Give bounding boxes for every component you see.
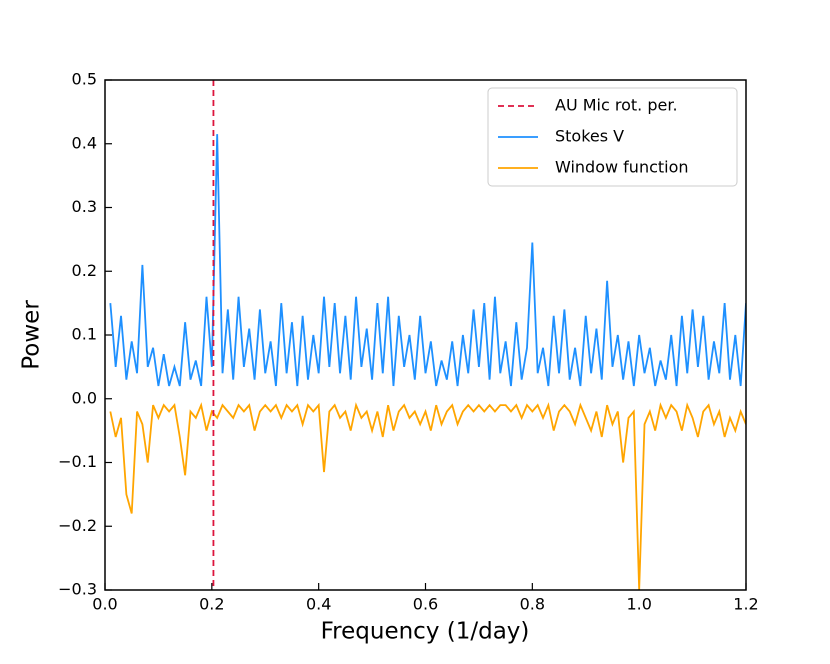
- legend-box: [487, 87, 738, 187]
- x-tick-label: 0.0: [92, 595, 117, 614]
- x-tick-label: 0.2: [199, 595, 224, 614]
- series-line: [109, 134, 746, 387]
- x-tick-label: 0.4: [306, 595, 331, 614]
- legend-label: Window function: [555, 158, 689, 177]
- legend-label: AU Mic rot. per.: [555, 96, 678, 115]
- series-line: [109, 402, 746, 590]
- y-tick-label: −0.2: [58, 516, 97, 535]
- legend-label: Stokes V: [555, 127, 624, 146]
- y-tick-label: −0.3: [58, 580, 97, 599]
- y-tick-label: 0.2: [72, 261, 97, 280]
- y-tick-label: −0.1: [58, 452, 97, 471]
- x-tick-label: 1.0: [626, 595, 651, 614]
- y-tick-label: 0.4: [72, 133, 97, 152]
- y-tick-label: 0.1: [72, 325, 97, 344]
- x-axis-label: Frequency (1/day): [321, 619, 530, 645]
- x-tick-label: 0.8: [520, 595, 545, 614]
- y-tick-label: 0.3: [72, 197, 97, 216]
- y-tick-label: 0.5: [72, 70, 97, 89]
- x-tick-label: 0.6: [413, 595, 438, 614]
- y-axis-label: Power: [19, 300, 45, 370]
- plot-frame: [104, 79, 747, 591]
- y-tick-label: 0.0: [72, 388, 97, 407]
- x-tick-label: 1.2: [733, 595, 758, 614]
